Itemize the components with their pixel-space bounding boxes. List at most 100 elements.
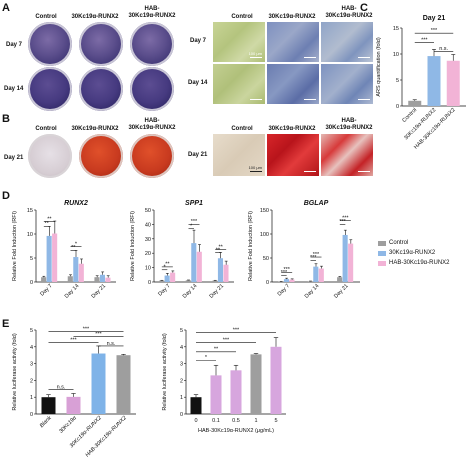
a-micro-col-hab-line2: 30Kc19α-RUNX2 [325,13,373,19]
b-micro-col-runx2: 30Kc19α-RUNX2 [268,126,316,132]
micro-runx2-day21 [267,134,319,176]
x-tick-label: Day 7 [39,283,53,297]
bar [342,234,348,282]
significance-label: *** [191,219,198,225]
y-tick-label: 40 [145,222,151,228]
bar [348,243,354,282]
y-tick-label: 5 [180,328,183,334]
legend-label-control: Control [389,240,409,246]
significance-label: *** [431,28,438,34]
b-col-hab-line2: 30Kc19α-RUNX2 [128,125,176,131]
y-tick-label: 3 [30,362,33,368]
significance-label: *** [70,337,77,343]
significance-label: n.s. [439,46,448,52]
bar [78,263,84,282]
legend-entry-runx2: 30Kc19α-RUNX2 [378,250,450,256]
chart-d-spp1: 0 10 20 30 40 50 Relative Fold Induction (RFI)… [130,200,234,300]
a-scale-bar [250,99,262,100]
y-tick-label: 4 [180,345,183,351]
a-scale-bar [304,99,316,100]
significance-label: *** [339,219,346,225]
a-scale-label: 100 μm [248,51,262,56]
y-tick-label: 15 [393,26,399,32]
bar [46,235,52,282]
bar [307,281,313,282]
legend-swatch-runx2 [378,250,386,256]
significance-label: *** [283,267,290,273]
b-scale-bar [358,171,370,172]
y-tick-label: 100 [260,232,269,238]
x-tick-label: Day 7 [157,283,171,297]
chart-title: RUNX2 [64,200,88,207]
bar [73,257,79,282]
y-tick-label: 5 [30,328,33,334]
legend-label-hab: HAB-30Kc19α-RUNX2 [389,260,450,266]
y-tick-label: 20 [145,251,151,257]
y-tick-label: 150 [260,208,269,214]
significance-label: *** [342,215,349,221]
y-tick-label: 0 [266,280,269,286]
significance-label: *** [281,270,288,276]
y-tick-label: 0 [30,412,33,418]
y-tick-label: 0 [396,104,399,110]
dish-hab-day21 [130,134,174,178]
panel-letter-b: B [2,113,10,125]
a-col-runx2: 30Kc19α-RUNX2 [71,14,119,20]
b-micro-col-hab-line2: 30Kc19α-RUNX2 [325,125,373,131]
bar [52,233,58,282]
legend-swatch-control [378,240,386,246]
micro-hab-day21 [321,134,373,176]
a-scale-bar [358,99,370,100]
b-micro-col-control: Control [231,126,253,132]
bar [159,280,165,282]
x-tick-label: Control [401,107,418,124]
dish-runx2-day7 [79,22,123,66]
y-tick-label: 0 [30,280,33,286]
bar [170,272,176,282]
micro-runx2-day7 [267,22,319,62]
significance-label: ** [47,216,52,222]
dish-control-day21 [28,134,72,178]
bar [41,277,47,282]
y-tick-label: 0 [148,280,151,286]
y-axis-label: Relative luciferase activity (fold) [12,333,18,411]
bar [196,251,202,282]
bar [270,346,282,414]
a-micro-col-runx2: 30Kc19α-RUNX2 [268,14,316,20]
bar [313,266,319,282]
panel-letter-c: C [360,2,368,14]
bar [283,279,290,282]
bar [105,277,111,282]
significance-label: n.s. [107,341,116,347]
x-tick-label: Day 14 [64,283,81,300]
a-row-day14: Day 14 [4,86,24,92]
significance-label: * [75,241,78,247]
b-col-hab-line1: HAB- [144,118,160,124]
bar [66,396,81,414]
significance-label: ** [219,244,224,250]
y-tick-label: 5 [396,78,399,84]
dish-hab-day7 [130,22,174,66]
bar [94,277,100,282]
bar [190,397,202,414]
y-tick-label: 1 [180,395,183,401]
x-tick-label: Day 21 [209,283,226,300]
a-row-day7: Day 7 [6,42,23,48]
bar [164,275,170,282]
significance-label: ** [44,221,49,227]
bar [99,274,106,282]
b-scale-label: 100 μm [248,165,262,170]
x-tick-label: Day 14 [182,283,199,300]
x-tick-label: Day 21 [333,283,350,300]
a-col-hab-line1: HAB- [144,6,160,12]
chart-title: Day 21 [423,15,446,22]
b-col-control: Control [35,126,57,132]
significance-label: ** [165,262,170,268]
b-micro-row-day21: Day 21 [188,152,208,158]
y-tick-label: 10 [145,266,151,272]
a-scale-bar [358,57,370,58]
chart-d-bglap: 0 50 100 150 Relative Fold Induction (RFI) BG… [248,200,360,300]
x-tick-label: 0 [194,418,197,424]
chart-d-runx2: 0 5 10 15 Relative Fold Induction (RFI) RUNX2… [12,200,116,300]
significance-label: * [205,355,208,361]
